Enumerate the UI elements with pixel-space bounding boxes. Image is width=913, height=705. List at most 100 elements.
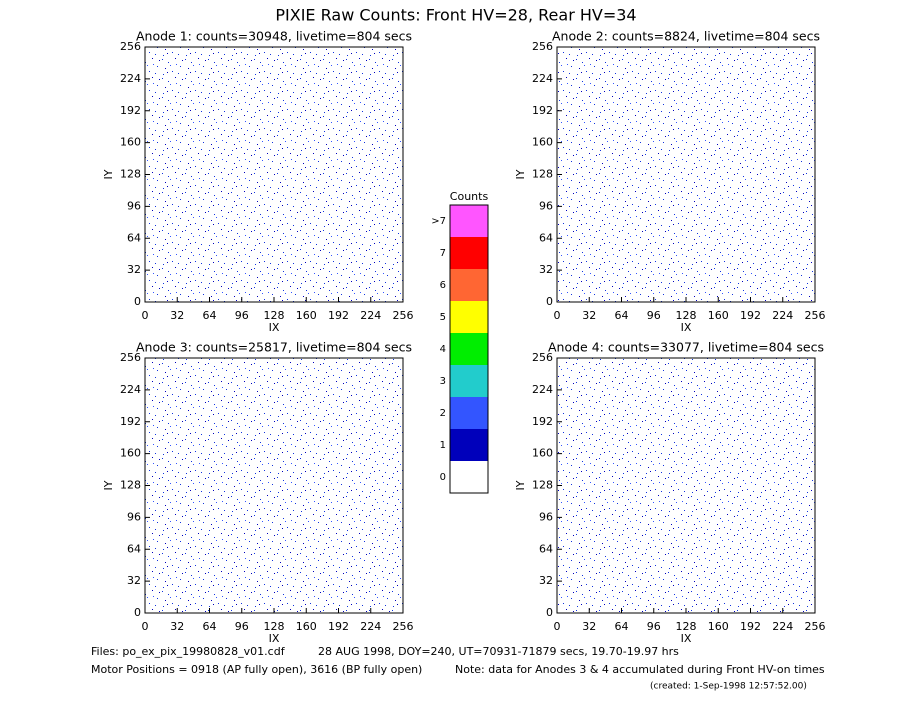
- colorbar-swatch: [450, 237, 488, 269]
- y-tick-label: 160: [532, 136, 553, 149]
- x-tick-label: 224: [360, 309, 381, 322]
- x-tick-label: 32: [170, 309, 184, 322]
- y-tick-label: 0: [546, 295, 553, 308]
- footer-created: (created: 1-Sep-1998 12:57:52.00): [650, 682, 807, 692]
- x-tick-label: 96: [235, 620, 249, 633]
- x-tick-label: 96: [647, 620, 661, 633]
- y-axis-label: IY: [514, 169, 527, 179]
- figure-title: PIXIE Raw Counts: Front HV=28, Rear HV=3…: [275, 6, 636, 25]
- y-tick-label: 128: [120, 168, 141, 181]
- x-tick-label: 192: [328, 620, 349, 633]
- y-tick-label: 64: [539, 542, 553, 555]
- y-tick-label: 192: [120, 104, 141, 117]
- x-tick-label: 160: [296, 309, 317, 322]
- x-tick-label: 160: [708, 309, 729, 322]
- colorbar-title: Counts: [450, 190, 489, 203]
- x-tick-label: 0: [142, 620, 149, 633]
- x-tick-label: 32: [582, 620, 596, 633]
- panel-title: Anode 3: counts=25817, livetime=804 secs: [136, 340, 412, 355]
- y-tick-label: 192: [120, 415, 141, 428]
- x-tick-label: 192: [740, 309, 761, 322]
- heatmap-area: [145, 47, 403, 302]
- y-tick-label: 160: [120, 447, 141, 460]
- y-tick-label: 256: [532, 40, 553, 53]
- y-tick-label: 256: [120, 40, 141, 53]
- x-tick-label: 128: [264, 620, 285, 633]
- footer-date: 28 AUG 1998, DOY=240, UT=70931-71879 sec…: [318, 645, 679, 658]
- y-tick-label: 64: [127, 542, 141, 555]
- x-tick-label: 32: [170, 620, 184, 633]
- x-tick-label: 256: [393, 309, 414, 322]
- y-tick-label: 256: [532, 351, 553, 364]
- x-axis-label: IX: [269, 321, 280, 334]
- x-tick-label: 224: [772, 620, 793, 633]
- x-tick-label: 64: [203, 309, 217, 322]
- colorbar-label: 6: [440, 280, 446, 291]
- colorbar-label: 5: [440, 312, 446, 323]
- x-tick-label: 224: [360, 620, 381, 633]
- x-tick-label: 64: [615, 620, 629, 633]
- panel-title: Anode 1: counts=30948, livetime=804 secs: [136, 29, 412, 44]
- footer-note: Note: data for Anodes 3 & 4 accumulated …: [455, 663, 825, 676]
- y-tick-label: 192: [532, 415, 553, 428]
- y-tick-label: 160: [532, 447, 553, 460]
- x-tick-label: 32: [582, 309, 596, 322]
- y-tick-label: 256: [120, 351, 141, 364]
- y-tick-label: 96: [127, 510, 141, 523]
- x-tick-label: 160: [708, 620, 729, 633]
- y-tick-label: 224: [532, 383, 553, 396]
- y-tick-label: 128: [532, 168, 553, 181]
- y-tick-label: 128: [120, 479, 141, 492]
- y-tick-label: 0: [134, 606, 141, 619]
- x-tick-label: 256: [393, 620, 414, 633]
- heatmap-area: [557, 358, 815, 613]
- colorbar-label: 3: [440, 376, 446, 387]
- y-tick-label: 224: [120, 72, 141, 85]
- y-tick-label: 96: [127, 199, 141, 212]
- x-tick-label: 192: [328, 309, 349, 322]
- heatmap-area: [557, 47, 815, 302]
- x-axis-label: IX: [681, 632, 692, 645]
- colorbar-swatch: [450, 365, 488, 397]
- x-tick-label: 128: [676, 309, 697, 322]
- heatmap-area: [145, 358, 403, 613]
- colorbar-swatch: [450, 429, 488, 461]
- y-tick-label: 32: [539, 263, 553, 276]
- x-tick-label: 0: [554, 309, 561, 322]
- footer-motor: Motor Positions = 0918 (AP fully open), …: [91, 663, 422, 676]
- y-tick-label: 0: [546, 606, 553, 619]
- colorbar-swatch: [450, 461, 488, 493]
- colorbar-swatch: [450, 397, 488, 429]
- y-tick-label: 64: [127, 231, 141, 244]
- colorbar-label: >7: [431, 216, 446, 227]
- x-tick-label: 0: [554, 620, 561, 633]
- panel-title: Anode 2: counts=8824, livetime=804 secs: [552, 29, 820, 44]
- y-axis-label: IY: [514, 480, 527, 490]
- x-axis-label: IX: [681, 321, 692, 334]
- x-tick-label: 160: [296, 620, 317, 633]
- x-tick-label: 192: [740, 620, 761, 633]
- y-axis-label: IY: [102, 480, 115, 490]
- y-tick-label: 192: [532, 104, 553, 117]
- colorbar-label: 0: [440, 472, 446, 483]
- footer-files: Files: po_ex_pix_19980828_v01.cdf: [91, 645, 286, 658]
- colorbar-frame: [449, 204, 489, 494]
- y-tick-label: 224: [120, 383, 141, 396]
- x-tick-label: 96: [647, 309, 661, 322]
- y-tick-label: 32: [539, 574, 553, 587]
- y-tick-label: 32: [127, 263, 141, 276]
- y-tick-label: 128: [532, 479, 553, 492]
- y-tick-label: 96: [539, 510, 553, 523]
- x-tick-label: 96: [235, 309, 249, 322]
- colorbar-label: 2: [440, 408, 446, 419]
- colorbar-label: 1: [440, 440, 446, 451]
- y-tick-label: 64: [539, 231, 553, 244]
- colorbar-swatch: [450, 269, 488, 301]
- x-tick-label: 64: [615, 309, 629, 322]
- y-tick-label: 160: [120, 136, 141, 149]
- y-axis-label: IY: [102, 169, 115, 179]
- colorbar-label: 7: [440, 248, 446, 259]
- x-axis-label: IX: [269, 632, 280, 645]
- y-tick-label: 32: [127, 574, 141, 587]
